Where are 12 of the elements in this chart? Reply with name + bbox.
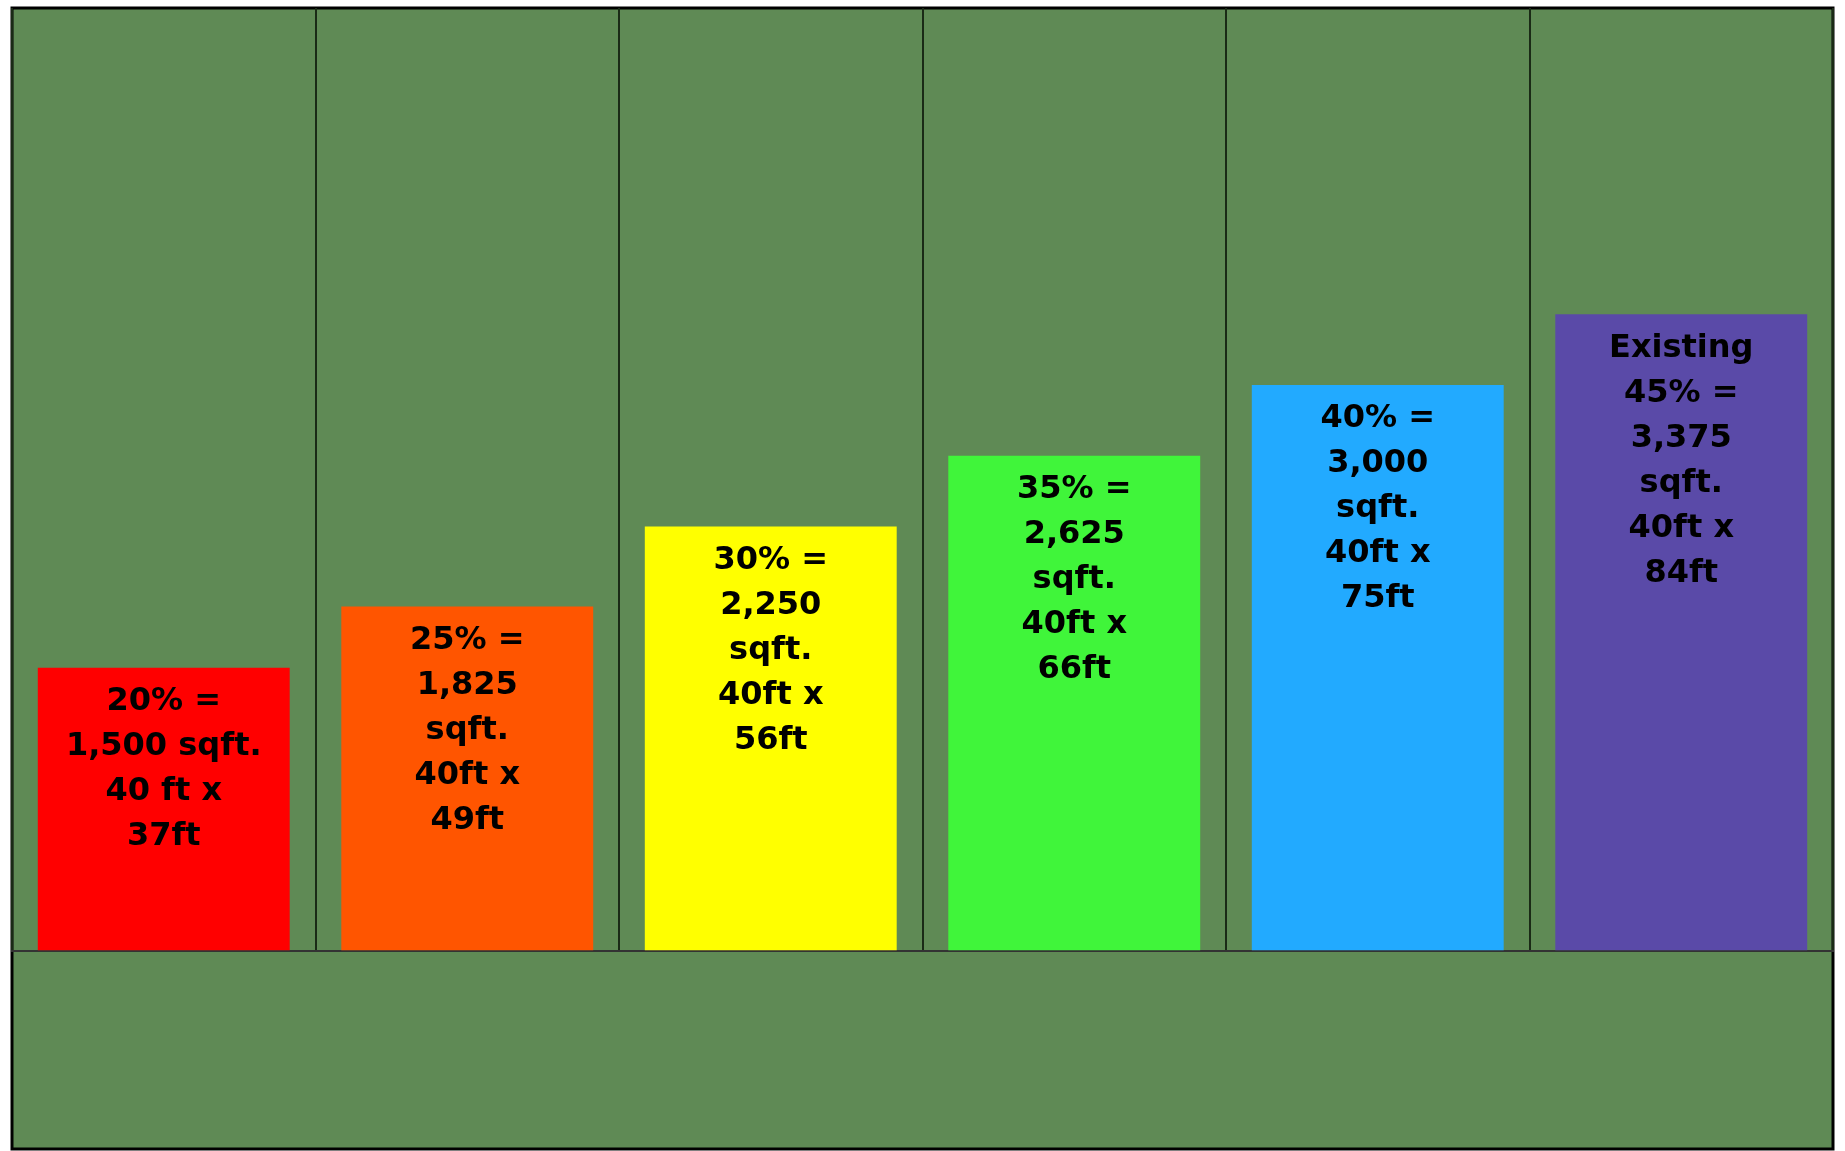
data-label: 20% = 1,500 sqft. 40 ft x 37ft <box>65 680 262 854</box>
data-label: 25% = 1,825 sqft. 40ft x 49ft <box>409 618 525 837</box>
bar <box>1555 314 1808 951</box>
data-label: Existing 45% = 3,375 sqft. 40ft x 84ft <box>1609 326 1754 590</box>
bar <box>341 606 594 951</box>
data-label: 30% = 2,250 sqft. 40ft x 56ft <box>713 538 829 757</box>
bar <box>948 455 1201 951</box>
bar <box>37 667 290 951</box>
bar <box>644 526 897 951</box>
data-label: 40% = 3,000 sqft. 40ft x 75ft <box>1320 397 1436 616</box>
data-label: 35% = 2,625 sqft. 40ft x 66ft <box>1016 468 1132 687</box>
bar <box>1251 385 1504 951</box>
